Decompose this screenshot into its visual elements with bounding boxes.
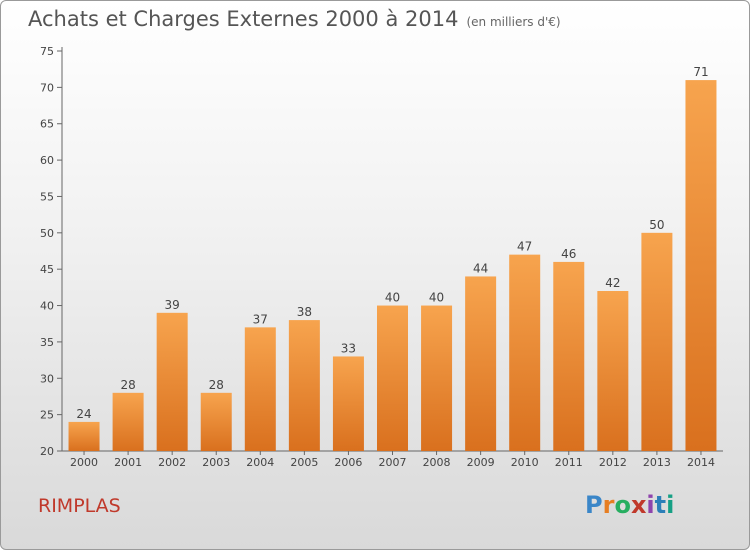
x-tick-label: 2000 xyxy=(70,456,98,469)
y-tick-label: 20 xyxy=(40,445,54,458)
x-tick-label: 2014 xyxy=(687,456,715,469)
logo-letter: i xyxy=(666,491,675,519)
x-tick-label: 2009 xyxy=(467,456,495,469)
logo-letter: i xyxy=(646,491,655,519)
bar xyxy=(509,254,541,451)
bar-value-label: 28 xyxy=(209,378,224,392)
y-tick-label: 45 xyxy=(40,263,54,276)
x-tick-label: 2002 xyxy=(158,456,186,469)
bar xyxy=(288,320,320,451)
x-tick-label: 2010 xyxy=(511,456,539,469)
commune-name: RIMPLAS xyxy=(38,495,121,517)
y-tick-label: 75 xyxy=(40,45,54,58)
bars: 24 28 39 28 37 38 33 40 40 44 47 46 42 50 71 xyxy=(68,65,717,451)
logo-letter: o xyxy=(614,491,631,519)
y-tick-label: 25 xyxy=(40,409,54,422)
y-tick-label: 35 xyxy=(40,336,54,349)
y-tick-label: 65 xyxy=(40,118,54,131)
y-tick-label: 55 xyxy=(40,190,54,203)
bar xyxy=(465,276,497,451)
bar xyxy=(685,80,717,451)
bar-value-label: 37 xyxy=(253,312,268,326)
x-tick-label: 2006 xyxy=(334,456,362,469)
bar-value-label: 28 xyxy=(120,378,135,392)
bar xyxy=(200,392,232,451)
bar-value-label: 47 xyxy=(517,240,532,254)
bar xyxy=(156,312,188,451)
bar xyxy=(68,421,100,451)
bar-value-label: 46 xyxy=(561,247,576,261)
y-tick-label: 30 xyxy=(40,372,54,385)
y-tick-label: 70 xyxy=(40,81,54,94)
bar xyxy=(244,327,276,451)
axes: 20 25 30 35 40 45 50 55 60 65 70 75 2000 2001 2002 2003… xyxy=(40,45,723,469)
bar-value-label: 33 xyxy=(341,341,356,355)
x-tick-label: 2008 xyxy=(423,456,451,469)
x-tick-label: 2003 xyxy=(202,456,230,469)
x-tick-label: 2012 xyxy=(599,456,627,469)
chart-subtitle: (en milliers d'€) xyxy=(466,15,561,29)
x-tick-label: 2005 xyxy=(290,456,318,469)
y-tick-label: 40 xyxy=(40,300,54,313)
bar xyxy=(553,261,585,451)
bar xyxy=(641,232,673,451)
bar xyxy=(421,305,453,451)
title-text: Achats et Charges Externes 2000 à 2014 xyxy=(28,7,459,31)
bar-value-label: 24 xyxy=(76,407,91,421)
chart-title: Achats et Charges Externes 2000 à 2014 (e… xyxy=(28,7,561,31)
x-tick-label: 2004 xyxy=(246,456,274,469)
bar-value-label: 50 xyxy=(649,218,664,232)
bar-value-label: 40 xyxy=(385,291,400,305)
x-tick-label: 2001 xyxy=(114,456,142,469)
bar-value-label: 42 xyxy=(605,276,620,290)
logo-letter: t xyxy=(654,491,667,519)
bar-value-label: 40 xyxy=(429,291,444,305)
logo-letter: x xyxy=(630,491,647,519)
bar-value-label: 71 xyxy=(693,65,708,79)
y-tick-label: 50 xyxy=(40,227,54,240)
bar-value-label: 44 xyxy=(473,261,488,275)
x-tick-label: 2007 xyxy=(379,456,407,469)
bar xyxy=(332,356,364,451)
bar xyxy=(597,291,629,451)
logo-letter: P xyxy=(585,491,603,519)
x-tick-label: 2011 xyxy=(555,456,583,469)
y-tick-label: 60 xyxy=(40,154,54,167)
bar xyxy=(112,392,144,451)
bar-value-label: 38 xyxy=(297,305,312,319)
proxiti-logo: Proxiti xyxy=(585,491,674,519)
bar xyxy=(377,305,408,451)
bar-value-label: 39 xyxy=(165,298,180,312)
logo-letter: r xyxy=(602,491,615,519)
x-tick-label: 2013 xyxy=(643,456,671,469)
